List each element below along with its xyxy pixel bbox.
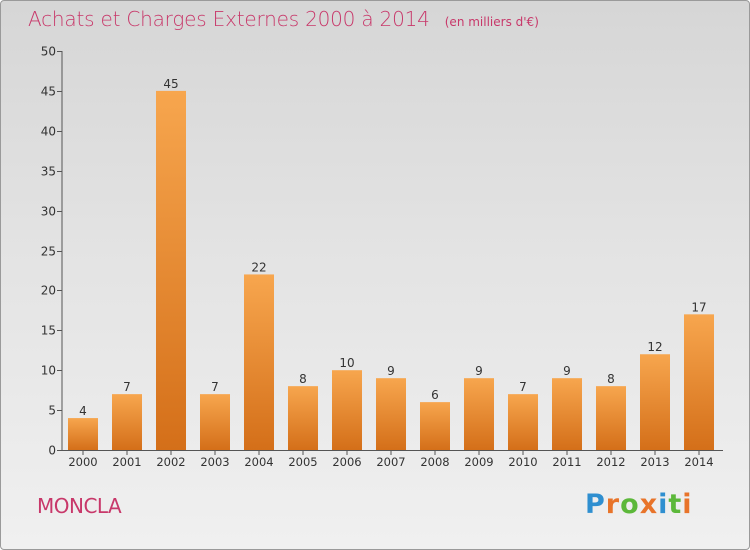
bar bbox=[420, 402, 450, 450]
bar bbox=[200, 394, 230, 450]
bar bbox=[684, 314, 714, 450]
x-tick-label: 2007 bbox=[376, 455, 405, 469]
x-tick-label: 2010 bbox=[508, 455, 537, 469]
data-label: 7 bbox=[211, 380, 219, 394]
bar bbox=[464, 378, 494, 450]
x-tick-label: 2014 bbox=[684, 455, 713, 469]
bar bbox=[332, 370, 362, 450]
data-label: 45 bbox=[163, 77, 178, 91]
x-tick-label: 2011 bbox=[552, 455, 581, 469]
y-tick-label: 25 bbox=[41, 245, 56, 259]
axes-group: 0 5 10 15 20 25 30 35 40 45 50 bbox=[41, 45, 723, 458]
x-tick-label: 2004 bbox=[244, 455, 273, 469]
title-row: Achats et Charges Externes 2000 à 2014 (… bbox=[28, 7, 539, 31]
bar bbox=[68, 418, 98, 450]
logo-letter: i bbox=[682, 489, 693, 520]
y-tick-label: 30 bbox=[41, 205, 56, 219]
logo-letter: t bbox=[668, 489, 683, 520]
bar bbox=[156, 90, 186, 451]
y-tick-label: 0 bbox=[48, 444, 56, 458]
bar bbox=[508, 394, 538, 450]
y-tick-label: 15 bbox=[41, 324, 56, 338]
data-label: 22 bbox=[251, 260, 266, 274]
labels-group: 4 2000 7 2001 45 2002 7 2003 22 2004 8 2005 10 2006 9 2… bbox=[68, 77, 713, 469]
x-tick-label: 2002 bbox=[156, 455, 185, 469]
bar bbox=[112, 394, 142, 450]
x-tick-label: 2012 bbox=[596, 455, 625, 469]
bar bbox=[376, 378, 406, 450]
logo-letter: i bbox=[658, 489, 669, 520]
y-tick-label: 35 bbox=[41, 165, 56, 179]
logo-letter: x bbox=[639, 489, 659, 520]
data-label: 10 bbox=[339, 356, 354, 370]
y-tick-label: 40 bbox=[41, 125, 56, 139]
bars-group bbox=[68, 90, 714, 451]
bar bbox=[288, 386, 318, 450]
x-tick-label: 2009 bbox=[464, 455, 493, 469]
x-tick-label: 2008 bbox=[420, 455, 449, 469]
bar bbox=[244, 274, 274, 450]
data-label: 7 bbox=[123, 380, 131, 394]
bar bbox=[596, 386, 626, 450]
data-label: 12 bbox=[647, 340, 662, 354]
x-tick-label: 2013 bbox=[640, 455, 669, 469]
data-label: 9 bbox=[387, 364, 395, 378]
y-tick-label: 5 bbox=[48, 404, 56, 418]
y-tick-label: 20 bbox=[41, 284, 56, 298]
data-label: 9 bbox=[475, 364, 483, 378]
logo-letter: P bbox=[585, 489, 606, 520]
proxiti-logo: Proxiti bbox=[585, 489, 693, 520]
data-label: 8 bbox=[299, 372, 307, 386]
y-tick-label: 10 bbox=[41, 364, 56, 378]
bar bbox=[552, 378, 582, 450]
data-label: 4 bbox=[79, 404, 87, 418]
x-tick-label: 2003 bbox=[200, 455, 229, 469]
x-tick-label: 2001 bbox=[112, 455, 141, 469]
data-label: 17 bbox=[691, 300, 706, 314]
x-tick-label: 2006 bbox=[332, 455, 361, 469]
y-tick-label: 50 bbox=[41, 45, 56, 59]
logo-letter: r bbox=[605, 489, 621, 520]
commune-name: MONCLA bbox=[37, 494, 122, 518]
data-label: 8 bbox=[607, 372, 615, 386]
x-tick-label: 2000 bbox=[68, 455, 97, 469]
chart-title: Achats et Charges Externes 2000 à 2014 bbox=[28, 7, 430, 31]
data-label: 6 bbox=[431, 388, 439, 402]
data-label: 7 bbox=[519, 380, 527, 394]
x-tick-label: 2005 bbox=[288, 455, 317, 469]
bar bbox=[640, 354, 670, 450]
y-tick-label: 45 bbox=[41, 85, 56, 99]
chart-subtitle: (en milliers d'€) bbox=[444, 15, 539, 29]
data-label: 9 bbox=[563, 364, 571, 378]
logo-letter: o bbox=[620, 489, 640, 520]
